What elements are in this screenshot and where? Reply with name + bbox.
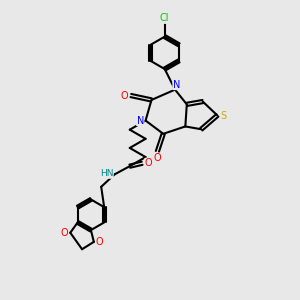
Text: O: O — [154, 153, 161, 163]
Text: S: S — [221, 111, 227, 121]
Text: Cl: Cl — [160, 14, 169, 23]
Text: N: N — [136, 116, 144, 126]
Text: N: N — [173, 80, 180, 90]
Text: HN: HN — [100, 169, 113, 178]
Text: O: O — [61, 228, 68, 238]
Text: O: O — [96, 237, 103, 247]
Text: O: O — [121, 91, 128, 100]
Text: O: O — [145, 158, 152, 168]
